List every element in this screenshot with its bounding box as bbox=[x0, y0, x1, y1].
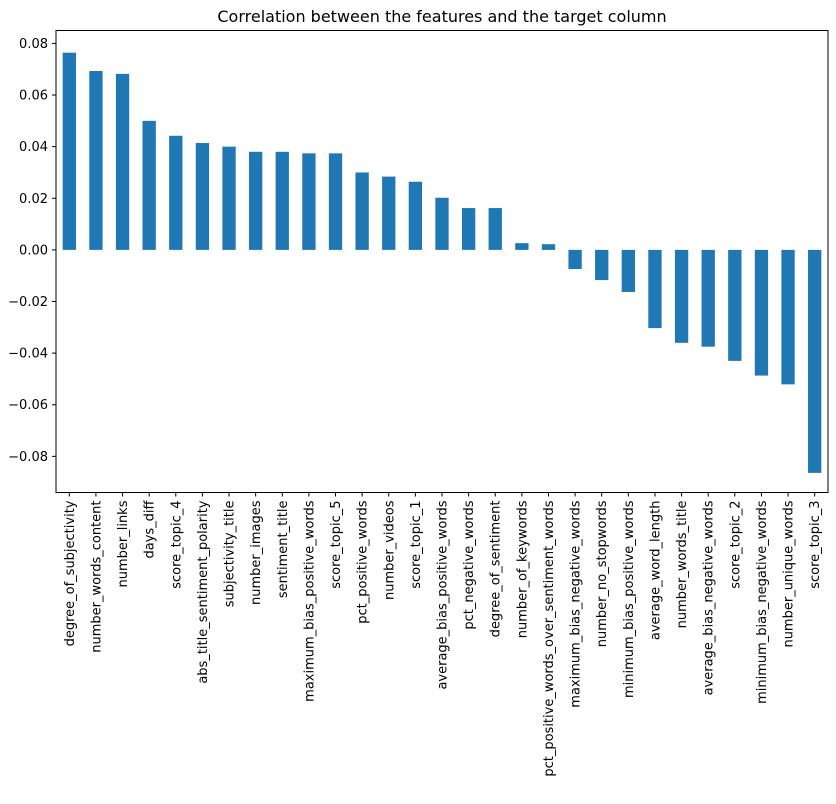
x-tick-label: degree_of_subjectivity bbox=[63, 500, 78, 646]
x-tick-label: maximum_bias_negative_words bbox=[569, 500, 584, 707]
x-tick-label: score_topic_3 bbox=[808, 501, 823, 589]
bar-number_words_content bbox=[89, 71, 103, 250]
bar-number_unique_words bbox=[781, 249, 795, 385]
x-tick-label: number_unique_words bbox=[782, 500, 797, 647]
x-tick-label: score_topic_4 bbox=[169, 501, 184, 589]
bar-sentiment_title bbox=[275, 151, 289, 250]
y-tick-label: 0.06 bbox=[19, 89, 48, 104]
x-tick-label: degree_of_sentiment bbox=[489, 501, 504, 638]
bar-score_topic_4 bbox=[169, 135, 183, 250]
x-tick-label: minimum_bias_negative_words bbox=[755, 500, 770, 704]
bar-degree_of_sentiment bbox=[488, 208, 502, 250]
x-tick-label: average_bias_positive_words bbox=[436, 500, 451, 689]
bar-pct_positive_words_over_sentiment_words bbox=[541, 244, 556, 250]
bar-average_word_length bbox=[648, 249, 662, 329]
x-tick-label: sentiment_title bbox=[276, 501, 291, 599]
x-tick-label: average_word_length bbox=[648, 501, 663, 641]
y-tick-label: −0.08 bbox=[8, 450, 48, 465]
x-tick-label: abs_title_sentiment_polarity bbox=[196, 500, 211, 683]
bar-maximum_bias_positive_words bbox=[302, 153, 316, 250]
x-tick-label: number_of_keywords bbox=[515, 500, 530, 638]
bar-minimum_bias_positive_words bbox=[621, 249, 635, 292]
bar-average_bias_positive_words bbox=[435, 197, 449, 250]
x-tick-label: score_topic_5 bbox=[329, 501, 344, 589]
x-tick-label: number_videos bbox=[382, 500, 397, 600]
y-tick-label: −0.02 bbox=[8, 295, 48, 310]
bar-number_no_stopwords bbox=[595, 249, 609, 281]
x-tick-label: number_links bbox=[116, 500, 131, 587]
bar-score_topic_3 bbox=[808, 249, 822, 473]
bar-number_images bbox=[249, 151, 263, 250]
bar-pct_positive_words bbox=[355, 172, 369, 250]
y-tick-label: −0.04 bbox=[8, 347, 48, 362]
bar-maximum_bias_negative_words bbox=[568, 249, 582, 269]
x-tick-label: pct_negative_words bbox=[462, 500, 477, 629]
x-tick-label: average_bias_negative_words bbox=[702, 500, 717, 695]
y-tick-label: 0.02 bbox=[19, 192, 48, 207]
x-tick-label: maximum_bias_positive_words bbox=[302, 500, 317, 702]
x-axis: degree_of_subjectivity number_words_conte… bbox=[63, 492, 823, 777]
x-tick-label: number_words_title bbox=[675, 501, 690, 629]
bar-score_topic_2 bbox=[728, 249, 742, 361]
bar-number_of_keywords bbox=[515, 243, 529, 250]
x-tick-label: pct_positive_words bbox=[356, 500, 371, 623]
bar-subjectivity_title bbox=[222, 146, 236, 250]
y-tick-label: −0.06 bbox=[8, 398, 48, 413]
y-tick-label: 0.08 bbox=[19, 37, 48, 52]
x-tick-label: number_images bbox=[249, 500, 264, 605]
y-tick-label: 0.04 bbox=[19, 140, 48, 155]
x-tick-label: number_no_stopwords bbox=[595, 500, 610, 647]
bar-score_topic_1 bbox=[408, 181, 423, 250]
bar-score_topic_5 bbox=[328, 153, 343, 250]
bar-pct_negative_words bbox=[461, 208, 476, 250]
bar-minimum_bias_negative_words bbox=[754, 249, 769, 376]
x-tick-label: score_topic_1 bbox=[409, 501, 424, 589]
bar-number_links bbox=[115, 73, 130, 250]
plot-frame bbox=[55, 30, 829, 493]
x-tick-label: days_diff bbox=[143, 499, 158, 558]
x-tick-label: score_topic_2 bbox=[728, 501, 743, 589]
bar-number_words_title bbox=[674, 249, 689, 343]
bar-average_bias_negative_words bbox=[701, 249, 715, 347]
x-tick-label: minimum_bias_positive_words bbox=[622, 500, 637, 698]
bar-days_diff bbox=[142, 120, 156, 250]
chart-title: Correlation between the features and the… bbox=[217, 7, 666, 26]
bars-group bbox=[62, 52, 822, 473]
bar-number_videos bbox=[382, 176, 396, 250]
bar-degree_of_subjectivity bbox=[62, 52, 76, 250]
x-tick-label: subjectivity_title bbox=[223, 501, 238, 608]
x-tick-label: pct_positive_words_over_sentiment_words bbox=[542, 500, 557, 776]
bar-abs_title_sentiment_polarity bbox=[195, 143, 210, 250]
y-axis: 0.08 0.06 0.04 0.02 0.00 −0.02 −0.04 −0.06 −0.08 bbox=[8, 37, 56, 465]
y-tick-label: 0.00 bbox=[19, 243, 48, 258]
x-tick-label: number_words_content bbox=[89, 501, 104, 653]
